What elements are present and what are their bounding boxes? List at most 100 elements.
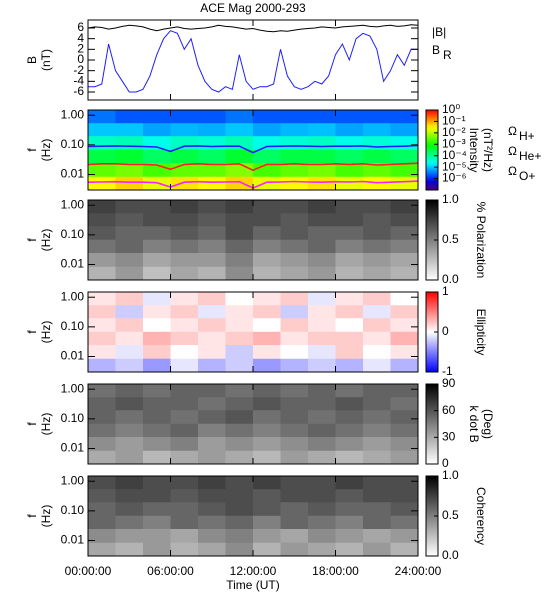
colorbar-tick-label: 90	[442, 376, 456, 390]
heatmap-cell	[363, 239, 391, 254]
colorbar-tick-label: 30	[442, 430, 456, 444]
heatmap-cell	[225, 515, 254, 530]
colorbar-tick-label: 10⁻⁴	[442, 148, 467, 162]
colorbar-tick-label: 0.5	[442, 232, 459, 246]
heatmap-cell	[198, 212, 226, 227]
y-tick-label: 1.00	[61, 473, 85, 487]
heatmap-cell	[390, 515, 419, 530]
heatmap-cell	[115, 122, 144, 137]
heatmap-cell	[335, 135, 364, 150]
heatmap-cell	[115, 200, 144, 214]
heatmap-cell	[308, 358, 336, 373]
heatmap-cell	[308, 110, 336, 124]
heatmap-cell	[253, 266, 281, 281]
heatmap-cell	[225, 110, 254, 124]
heatmap-cell	[225, 488, 254, 503]
heatmap-cell	[335, 396, 364, 411]
colorbar-tick-label: 10⁻²	[442, 125, 466, 139]
heatmap-cell	[253, 149, 281, 164]
heatmap-cell	[308, 501, 336, 516]
heatmap-cell	[253, 200, 281, 214]
heatmap-cell	[390, 501, 419, 516]
data-line	[87, 24, 419, 33]
heatmap-cell	[253, 358, 281, 373]
heatmap-cell	[88, 384, 116, 398]
heatmap-cell	[390, 225, 419, 240]
x-tick-label: 24:00:00	[395, 564, 442, 578]
colorbar-tick-label: 0.5	[442, 508, 459, 522]
x-tick-label: 00:00:00	[65, 564, 112, 578]
heatmap-cell	[198, 122, 226, 137]
heatmap-cell	[363, 212, 391, 227]
heatmap-cell	[280, 317, 309, 332]
heatmap-cell	[225, 122, 254, 137]
colorbar-label: Intensity	[467, 128, 481, 173]
heatmap-cell	[390, 358, 419, 373]
heatmap-cell	[280, 358, 309, 373]
y-axis-label: f	[25, 422, 39, 426]
heatmap-cell	[280, 252, 309, 267]
heatmap-cell	[143, 304, 171, 319]
y-tick-label: 0.01	[61, 349, 85, 363]
heatmap-cell	[335, 162, 364, 177]
y-tick-label: 0.10	[61, 319, 85, 333]
colorbar-tick-label: -1	[442, 364, 453, 378]
heatmap-cell	[115, 266, 144, 281]
heatmap-cell	[390, 149, 419, 164]
heatmap-cell	[280, 515, 309, 530]
heatmap-cell	[390, 476, 419, 490]
panel	[88, 110, 419, 191]
heatmap-cell	[88, 304, 116, 319]
heatmap-cell	[198, 110, 226, 124]
heatmap-cell	[280, 292, 309, 306]
heatmap-cell	[308, 331, 336, 346]
heatmap-cell	[308, 200, 336, 214]
heatmap-cell	[225, 200, 254, 214]
heatmap-cell	[88, 409, 116, 424]
heatmap-cell	[363, 515, 391, 530]
heatmap-cell	[198, 488, 226, 503]
heatmap-cell	[115, 423, 144, 438]
heatmap-cell	[143, 358, 171, 373]
heatmap-cell	[88, 135, 116, 150]
heatmap-cell	[198, 252, 226, 267]
heatmap-cell	[115, 304, 144, 319]
heatmap-cell	[335, 358, 364, 373]
heatmap-cell	[363, 358, 391, 373]
heatmap-cell	[280, 110, 309, 124]
heatmap-cell	[198, 409, 226, 424]
heatmap-cell	[253, 501, 281, 516]
heatmap-cell	[115, 149, 144, 164]
heatmap-cell	[143, 110, 171, 124]
y-tick-label: 0.10	[61, 227, 85, 241]
heatmap-cell	[280, 176, 309, 191]
heatmap-cell	[143, 331, 171, 346]
heatmap-cell	[335, 149, 364, 164]
heatmap-cell	[335, 176, 364, 191]
heatmap-cell	[390, 266, 419, 281]
heatmap-cell	[170, 344, 199, 359]
heatmap-cell	[225, 304, 254, 319]
heatmap-cell	[198, 436, 226, 451]
heatmap-cell	[198, 344, 226, 359]
heatmap-cell	[253, 528, 281, 543]
data-line	[88, 30, 418, 93]
data-line	[87, 162, 419, 172]
heatmap-cell	[115, 358, 144, 373]
heatmap-cell	[143, 384, 171, 398]
heatmap-cell	[280, 225, 309, 240]
colorbar-label: (nT²/Hz)	[481, 128, 495, 172]
heatmap-cell	[363, 225, 391, 240]
heatmap-cell	[225, 176, 254, 191]
heatmap-cell	[363, 162, 391, 177]
heatmap-cell	[143, 292, 171, 306]
heatmap-cell	[143, 200, 171, 214]
heatmap-cell	[115, 409, 144, 424]
heatmap-cell	[88, 122, 116, 137]
heatmap-cell	[363, 501, 391, 516]
heatmap-cell	[88, 476, 116, 490]
heatmap-cell	[225, 423, 254, 438]
heatmap-cell	[225, 542, 254, 557]
heatmap-cell	[198, 135, 226, 150]
colorbar-tick-label: 10⁻⁵	[442, 159, 467, 173]
